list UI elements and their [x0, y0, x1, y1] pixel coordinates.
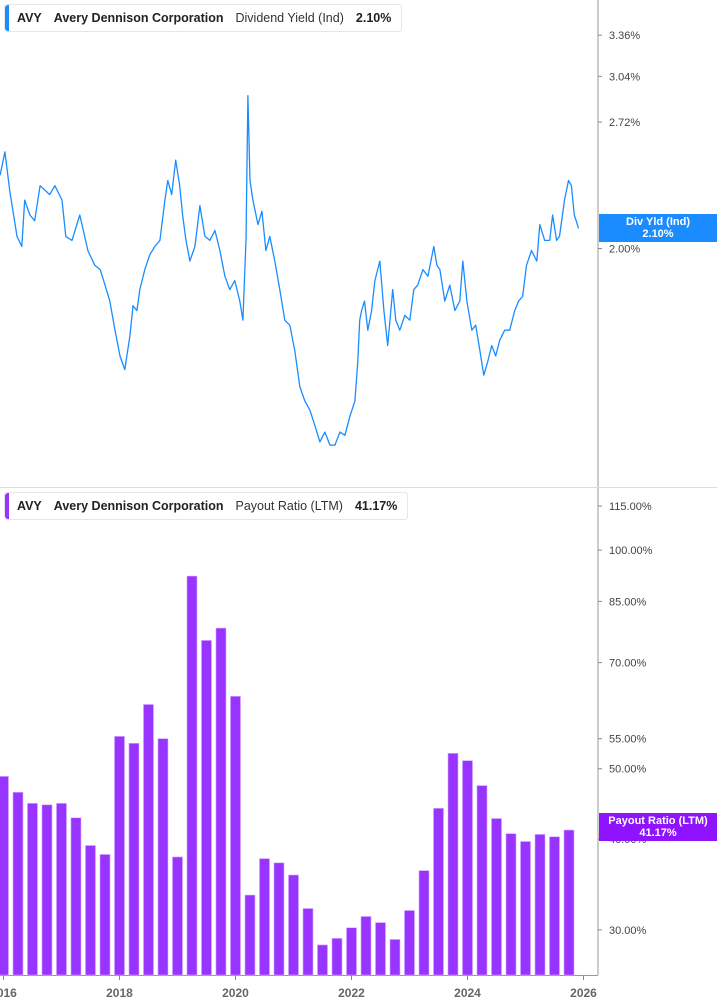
- payout-bar: [360, 916, 372, 976]
- payout-bar: [563, 829, 575, 976]
- legend-company: Avery Dennison Corporation: [53, 499, 224, 513]
- payout-bar: [259, 858, 270, 976]
- payout-bar: [288, 874, 299, 976]
- yield-tick-label: 3.04%: [609, 71, 640, 83]
- payout-bar: [143, 704, 154, 976]
- payout-tick-label: 100.00%: [609, 545, 653, 557]
- payout-bar: [114, 736, 125, 976]
- payout-bar: [520, 841, 531, 976]
- payout-bar: [549, 836, 560, 976]
- x-tick-label: 2024: [454, 986, 481, 1000]
- payout-bar: [0, 776, 9, 976]
- payout-bar: [244, 894, 256, 976]
- payout-bar: [201, 640, 212, 976]
- payout-bar: [186, 575, 198, 976]
- payout-bar: [418, 870, 430, 976]
- payout-tick-label: 30.00%: [609, 925, 647, 937]
- payout-bar: [505, 833, 517, 976]
- payout-bar: [41, 804, 53, 976]
- payout-bar: [302, 908, 314, 976]
- x-tick-label: 2020: [222, 986, 249, 1000]
- payout-bar: [375, 922, 386, 976]
- current-yield-tag: Div Yld (Ind) 2.10%: [599, 214, 717, 242]
- payout-bar: [27, 803, 38, 976]
- legend-ticker: AVY: [17, 11, 42, 25]
- payout-bar: [491, 818, 502, 976]
- yield-tick-label: 3.36%: [609, 30, 640, 42]
- legend-company: Avery Dennison Corporation: [53, 11, 224, 25]
- legend-metric: Dividend Yield (Ind): [235, 11, 344, 25]
- payout-bar: [215, 627, 227, 976]
- payout-bar: [462, 760, 473, 976]
- payout-bar: [85, 845, 96, 976]
- legend-metric: Payout Ratio (LTM): [235, 499, 343, 513]
- yield-tick-label: 2.00%: [609, 244, 640, 256]
- payout-bar: [389, 939, 401, 976]
- tag-value: 2.10%: [642, 228, 674, 240]
- payout-bar: [476, 785, 488, 976]
- x-tick-label: 2022: [338, 986, 365, 1000]
- payout-bar: [230, 696, 241, 976]
- payout-bar: [157, 738, 169, 976]
- payout-bar: [273, 862, 285, 976]
- x-tick-label: 2026: [570, 986, 597, 1000]
- payout-bar: [404, 910, 415, 976]
- payout-bar: [99, 854, 111, 976]
- payout-bar: [172, 856, 183, 976]
- tag-label: Div Yld (Ind): [626, 216, 690, 228]
- payout-bar: [346, 927, 357, 976]
- legend-swatch-yield: [5, 5, 9, 31]
- payout-bar: [447, 753, 459, 976]
- payout-bar: [433, 808, 444, 976]
- payout-bar: [128, 743, 140, 976]
- payout-bar: [56, 803, 67, 976]
- payout-bar: [70, 817, 82, 976]
- bottom-legend: AVY Avery Dennison Corporation Payout Ra…: [4, 492, 409, 520]
- payout-tick-label: 55.00%: [609, 734, 647, 746]
- yield-tick-label: 2.72%: [609, 117, 640, 129]
- payout-tick-label: 115.00%: [609, 501, 652, 513]
- payout-bar: [534, 834, 546, 976]
- legend-value: 2.10%: [355, 11, 392, 25]
- payout-bar: [317, 944, 328, 976]
- payout-tick-label: 85.00%: [609, 596, 647, 608]
- legend-swatch-payout: [5, 493, 9, 519]
- payout-tick-label: 50.00%: [609, 764, 647, 776]
- legend-value: 41.17%: [354, 499, 398, 513]
- current-payout-tag: Payout Ratio (LTM) 41.17%: [599, 813, 717, 841]
- yield-line: [0, 95, 580, 446]
- payout-bar: [331, 938, 343, 976]
- tag-label: Payout Ratio (LTM): [608, 815, 708, 827]
- x-tick-label: 2016: [0, 986, 17, 1000]
- top-legend: AVY Avery Dennison Corporation Dividend …: [4, 4, 403, 32]
- payout-tick-label: 70.00%: [609, 658, 647, 670]
- legend-ticker: AVY: [17, 499, 42, 513]
- tag-value: 41.17%: [639, 827, 677, 839]
- payout-bar: [12, 792, 24, 976]
- x-tick-label: 2018: [106, 986, 133, 1000]
